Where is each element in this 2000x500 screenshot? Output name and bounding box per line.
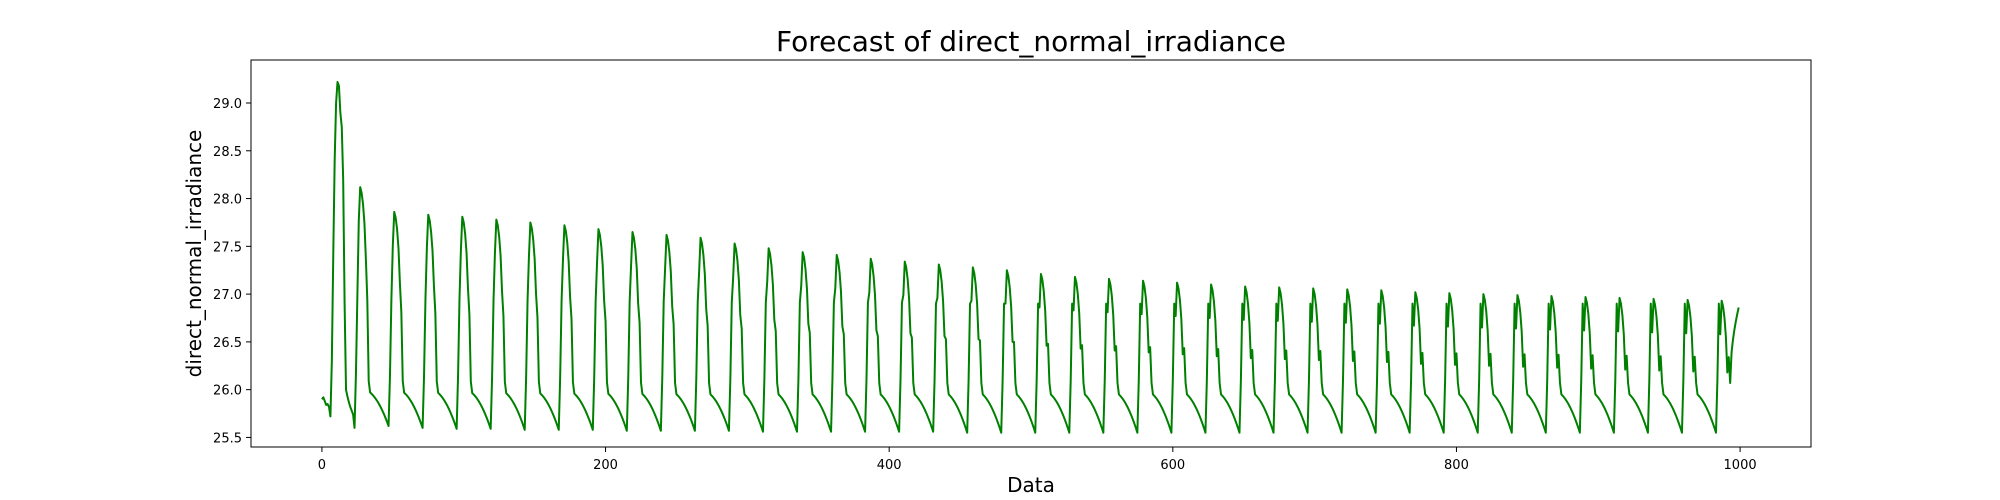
x-tick-label: 200 — [593, 458, 618, 473]
y-tick-label: 25.5 — [213, 431, 242, 446]
series-line-direct-normal-irradiance — [321, 80, 1740, 434]
y-tick-label: 28.5 — [213, 145, 242, 160]
y-axis-label: direct_normal_irradiance — [182, 130, 206, 378]
y-tick-label: 27.0 — [213, 288, 242, 303]
y-tick-label: 26.0 — [213, 384, 242, 399]
chart-title: Forecast of direct_normal_irradiance — [776, 25, 1286, 58]
x-tick-label: 800 — [1444, 458, 1469, 473]
x-tick-label: 0 — [318, 458, 326, 473]
x-tick-label: 1000 — [1724, 458, 1757, 473]
y-tick-label: 29.0 — [213, 97, 242, 112]
x-axis: 0 200 400 600 800 1000 — [318, 447, 1757, 473]
plot-frame — [250, 59, 1812, 448]
x-tick-label: 600 — [1160, 458, 1185, 473]
y-axis: 25.5 26.0 26.5 27.0 27.5 28.0 28.5 29.0 — [213, 97, 251, 446]
y-tick-label: 26.5 — [213, 336, 242, 351]
x-axis-label: Data — [1007, 473, 1055, 497]
y-tick-label: 27.5 — [213, 240, 242, 255]
y-tick-label: 28.0 — [213, 193, 242, 208]
x-tick-label: 400 — [877, 458, 902, 473]
